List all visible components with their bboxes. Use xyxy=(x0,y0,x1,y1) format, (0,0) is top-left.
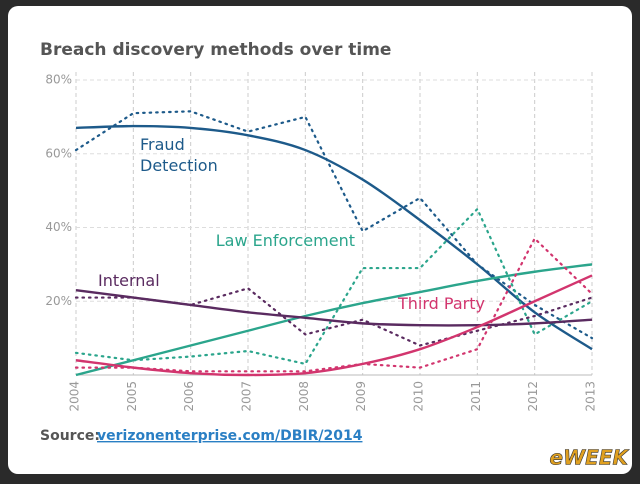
x-tick-label: 2012 xyxy=(526,381,540,412)
trend-line xyxy=(75,124,593,351)
watermark: eWEEK xyxy=(550,446,630,470)
source-label: Source: xyxy=(40,428,100,444)
x-tick-label: 2011 xyxy=(469,381,483,412)
x-tick-label: 2008 xyxy=(297,381,311,412)
trend-line xyxy=(75,263,593,377)
x-tick-label: 2010 xyxy=(412,381,426,412)
actual-line xyxy=(74,207,594,366)
x-tick-label: 2006 xyxy=(182,381,196,412)
x-tick-label: 2004 xyxy=(68,381,82,412)
x-tick-label: 2013 xyxy=(584,381,598,412)
series-label: Law Enforcement xyxy=(215,231,355,250)
actual-line xyxy=(74,110,594,340)
series-label: Internal xyxy=(98,271,160,290)
y-tick-label: 40% xyxy=(45,220,72,234)
series-label: Third Party xyxy=(398,294,485,313)
trend-line xyxy=(75,288,593,327)
y-tick-label: 20% xyxy=(45,294,72,308)
y-tick-label: 60% xyxy=(45,146,72,160)
x-tick-label: 2009 xyxy=(354,381,368,412)
y-tick-label: 80% xyxy=(45,73,72,87)
series-label: Fraud Detection xyxy=(140,135,218,175)
chart-title: Breach discovery methods over time xyxy=(40,40,391,60)
card xyxy=(8,6,632,474)
actual-line xyxy=(74,236,594,373)
source-link[interactable]: verizonenterprise.com/DBIR/2014 xyxy=(97,428,363,444)
x-tick-label: 2005 xyxy=(125,381,139,412)
x-tick-label: 2007 xyxy=(240,381,254,412)
trend-line xyxy=(75,274,593,377)
